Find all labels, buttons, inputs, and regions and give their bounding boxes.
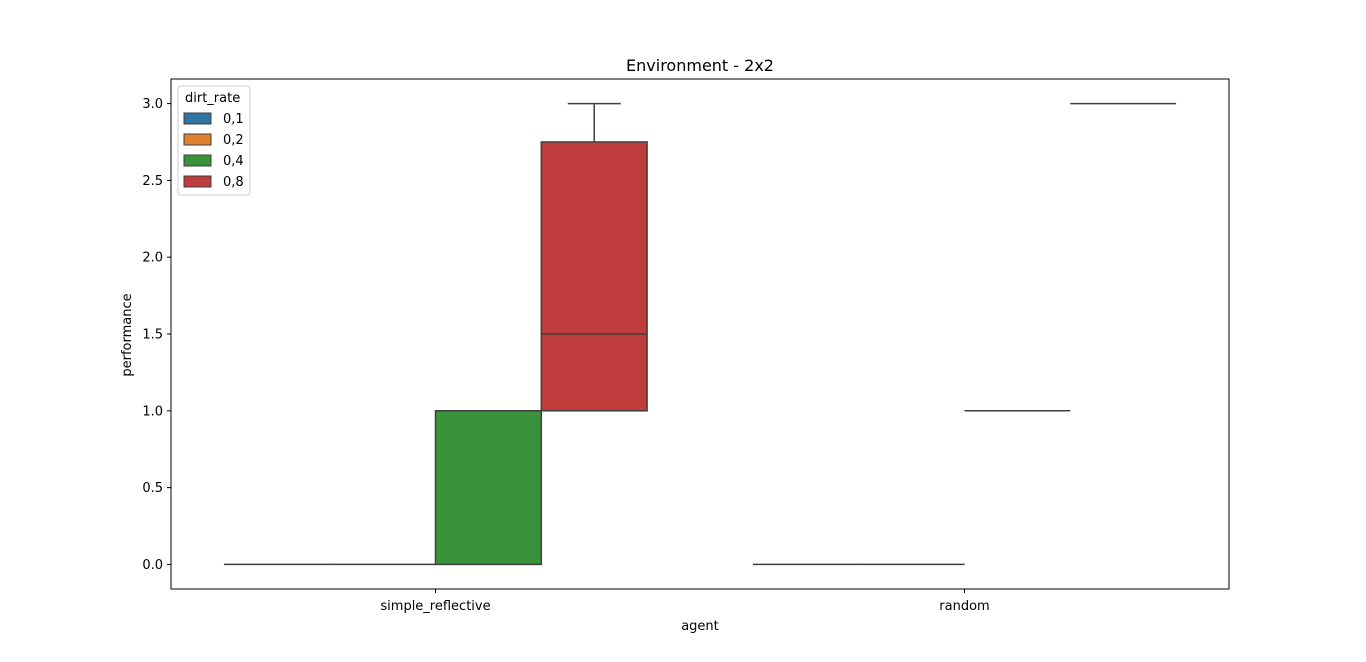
x-axis-label: agent [681, 619, 719, 634]
legend: dirt_rate 0,1 0,2 0,4 0,8 [177, 85, 251, 196]
y-tick-label: 1.0 [142, 404, 163, 419]
y-tick-label: 0.0 [142, 558, 163, 573]
y-tick-label: 3.0 [142, 97, 163, 112]
box-body [540, 141, 648, 412]
legend-swatch [183, 112, 212, 125]
y-tick-label: 2.0 [142, 251, 163, 266]
y-axis-label: performance [120, 293, 135, 376]
box-0-4-simple_reflective [434, 410, 543, 566]
legend-swatch [183, 154, 212, 167]
y-tick-label: 2.5 [142, 174, 163, 189]
legend-title: dirt_rate [185, 91, 240, 106]
plot-area [170, 78, 1230, 590]
x-axis: simple_reflective random [380, 589, 990, 614]
x-tick-label: random [939, 599, 989, 614]
legend-label: 0,1 [223, 112, 244, 127]
legend-label: 0,4 [223, 154, 244, 169]
boxes [223, 102, 1177, 566]
box-0-8-simple_reflective [540, 102, 648, 412]
y-axis: 0.0 0.5 1.0 1.5 2.0 2.5 3.0 [142, 97, 171, 573]
y-tick-label: 0.5 [142, 481, 163, 496]
legend-swatch [183, 133, 212, 146]
chart-title: Environment - 2x2 [626, 56, 774, 75]
y-tick-label: 1.5 [142, 328, 163, 343]
legend-label: 0,8 [223, 175, 244, 190]
x-tick-label: simple_reflective [380, 599, 490, 614]
legend-label: 0,2 [223, 133, 244, 148]
box-body [434, 410, 543, 566]
legend-swatch [183, 175, 212, 188]
